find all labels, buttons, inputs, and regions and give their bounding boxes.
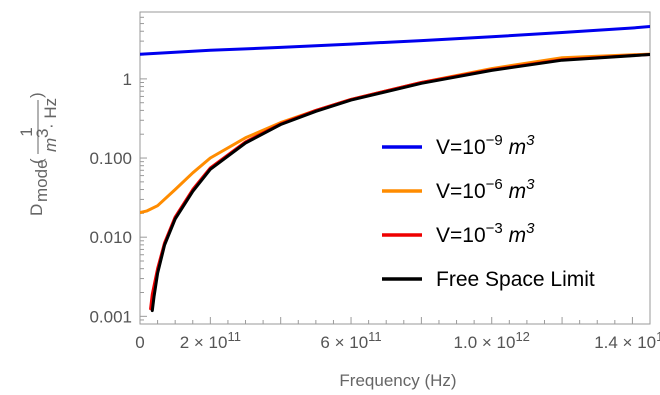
- y-axis-title-paren-close: ): [27, 92, 46, 98]
- legend-label-4: Free Space Limit: [436, 268, 595, 291]
- legend-label-1: V=10−9 m3: [436, 132, 535, 159]
- y-axis-title-sub: mode: [32, 159, 51, 202]
- legend: V=10−9 m3 V=10−6 m3 V=10−3 m3 Free Space Li…: [382, 132, 595, 291]
- y-axis-title-denominator-exp: 3: [33, 129, 52, 138]
- y-tick-label: 1: [123, 70, 132, 89]
- legend-label-2: V=10−6 m3: [436, 176, 535, 203]
- y-axis-title-main: D: [27, 204, 46, 216]
- y-tick-label: 0.010: [89, 228, 132, 247]
- series-line-2: [140, 52, 650, 214]
- series-layer: [140, 24, 650, 313]
- x-tick-label: 6 × 1011: [320, 329, 381, 352]
- y-axis-title-numerator: 1: [17, 127, 36, 136]
- plot-frame: [139, 11, 651, 325]
- x-axis-title: Frequency (Hz): [339, 371, 456, 390]
- series-line-4: [150, 53, 650, 313]
- x-tick-label: 1.4 × 1012: [594, 329, 660, 352]
- y-axis-ticks: 0.001 0.010 0.100 1: [89, 11, 147, 326]
- x-tick-label: 2 × 1011: [180, 329, 241, 352]
- series-line-1: [140, 24, 650, 56]
- y-tick-label: 0.001: [89, 307, 132, 326]
- x-tick-label: 1.0 × 1012: [454, 329, 530, 352]
- y-axis-title: D mode ( 1 m 3 · Hz ): [17, 92, 60, 216]
- legend-label-3: V=10−3 m3: [436, 220, 535, 247]
- y-tick-label: 0.100: [89, 149, 132, 168]
- y-axis-title-paren-open: (: [27, 158, 46, 164]
- x-tick-label: 0: [135, 333, 144, 352]
- x-axis-ticks: 0 2 × 1011 6 × 1011 1.0 × 1012 1.4 × 1012: [135, 317, 660, 352]
- y-axis-title-denominator: m: [41, 138, 60, 152]
- y-axis-title-denominator-rest: · Hz: [41, 98, 60, 129]
